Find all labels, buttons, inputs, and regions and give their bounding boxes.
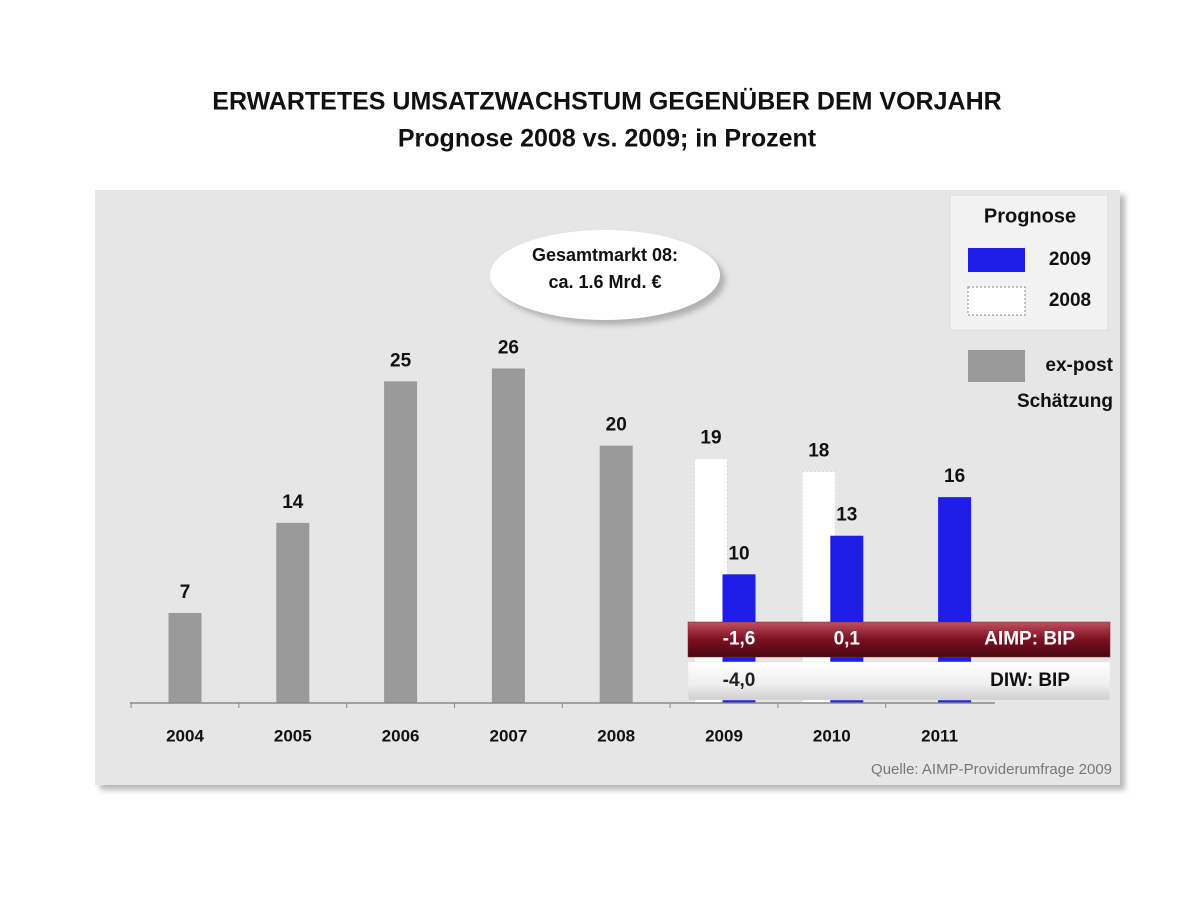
value-label: 16 bbox=[944, 466, 965, 487]
x-tick-label: 2007 bbox=[489, 726, 527, 745]
value-label: 18 bbox=[808, 440, 829, 461]
chart-title: ERWARTETES UMSATZWACHSTUM GEGENÜBER DEM … bbox=[212, 87, 1001, 116]
legend-swatch bbox=[968, 248, 1025, 272]
chart-subtitle: Prognose 2008 vs. 2009; in Prozent bbox=[398, 125, 817, 153]
band-label: DIW: BIP bbox=[990, 670, 1070, 691]
band-value: 0,1 bbox=[834, 629, 861, 650]
legend-label: 2008 bbox=[1049, 290, 1091, 311]
legend-label-box: ex-post Schätzung bbox=[1016, 355, 1113, 412]
band-label: AIMP: BIP bbox=[984, 629, 1075, 650]
x-tick-label: 2009 bbox=[705, 726, 743, 745]
bar bbox=[599, 445, 633, 703]
bar bbox=[384, 381, 418, 703]
value-label: 14 bbox=[282, 492, 304, 513]
x-tick-label: 2004 bbox=[166, 726, 204, 745]
band-value: -1,6 bbox=[723, 629, 756, 650]
value-label: 26 bbox=[498, 337, 519, 358]
value-label: 20 bbox=[606, 415, 627, 436]
value-label: 13 bbox=[836, 505, 857, 526]
legend-label: ex-post Schätzung bbox=[1016, 355, 1113, 412]
x-tick-label: 2008 bbox=[597, 726, 635, 745]
legend-title: Prognose bbox=[984, 205, 1076, 227]
value-label: 10 bbox=[728, 543, 749, 564]
bar bbox=[276, 522, 310, 703]
value-label: 7 bbox=[180, 582, 191, 603]
annotation-bubble bbox=[490, 230, 720, 320]
band bbox=[687, 621, 1111, 658]
x-tick-label: 2005 bbox=[274, 726, 312, 745]
annotation: Gesamtmarkt 08: bbox=[532, 245, 678, 265]
value-label: 25 bbox=[390, 350, 412, 371]
x-tick-label: 2006 bbox=[382, 726, 420, 745]
band bbox=[687, 661, 1111, 701]
band-value: -4,0 bbox=[723, 670, 756, 691]
bar bbox=[168, 612, 202, 703]
annotation: ca. 1.6 Mrd. € bbox=[548, 272, 661, 292]
value-label: 19 bbox=[700, 428, 721, 449]
legend-label: 2009 bbox=[1049, 249, 1091, 270]
x-tick-label: 2011 bbox=[921, 726, 958, 745]
legend-swatch bbox=[968, 350, 1025, 382]
legend-swatch bbox=[967, 286, 1026, 316]
bar bbox=[491, 368, 525, 703]
source-note: Quelle: AIMP-Providerumfrage 2009 bbox=[871, 761, 1112, 778]
x-tick-label: 2010 bbox=[813, 726, 851, 745]
